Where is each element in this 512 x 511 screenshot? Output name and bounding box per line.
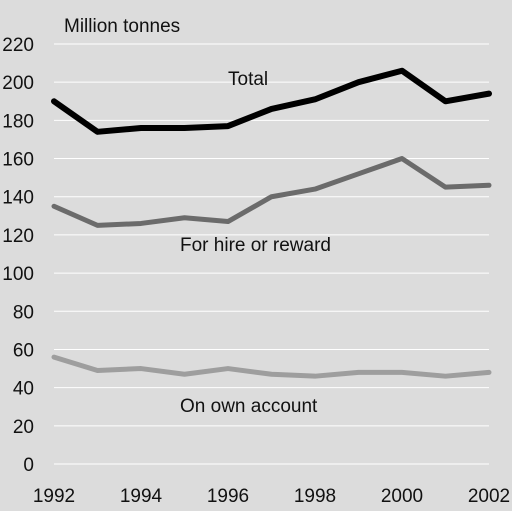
series-label-total: Total (228, 69, 268, 90)
x-tick-label-2000: 2000 (381, 486, 423, 507)
series-line-on-own-account (51, 354, 492, 379)
y-tick-label-200: 200 (2, 73, 34, 94)
x-tick-label-1998: 1998 (294, 486, 336, 507)
series-lines (51, 67, 492, 379)
y-tick-label-80: 80 (13, 302, 34, 323)
x-tick-label-1996: 1996 (207, 486, 249, 507)
y-tick-label-0: 0 (23, 455, 34, 476)
x-tick-label-1994: 1994 (120, 486, 163, 507)
y-tick-label-160: 160 (2, 150, 34, 171)
y-tick-label-120: 120 (2, 226, 34, 247)
y-tick-label-180: 180 (2, 111, 34, 132)
series-label-for-hire-or-reward: For hire or reward (180, 235, 331, 256)
series-line-total (51, 67, 492, 135)
y-tick-label-60: 60 (13, 340, 34, 361)
series-line-for-hire-or-reward (51, 156, 492, 228)
y-tick-label-100: 100 (2, 264, 34, 285)
y-axis-label: Million tonnes (64, 16, 180, 37)
y-tick-labels: 0 20 40 60 80 100 120 140 160 180 200 220 (2, 35, 34, 476)
x-tick-labels: 1992 1994 1996 1998 2000 2002 (33, 486, 510, 507)
x-tick-label-1992: 1992 (33, 486, 75, 507)
y-tick-label-140: 140 (2, 188, 34, 209)
y-tick-label-220: 220 (2, 35, 34, 56)
x-tick-label-2002: 2002 (468, 486, 510, 507)
y-tick-label-40: 40 (13, 379, 34, 400)
series-label-on-own-account: On own account (180, 396, 318, 417)
y-tick-label-20: 20 (13, 417, 34, 438)
